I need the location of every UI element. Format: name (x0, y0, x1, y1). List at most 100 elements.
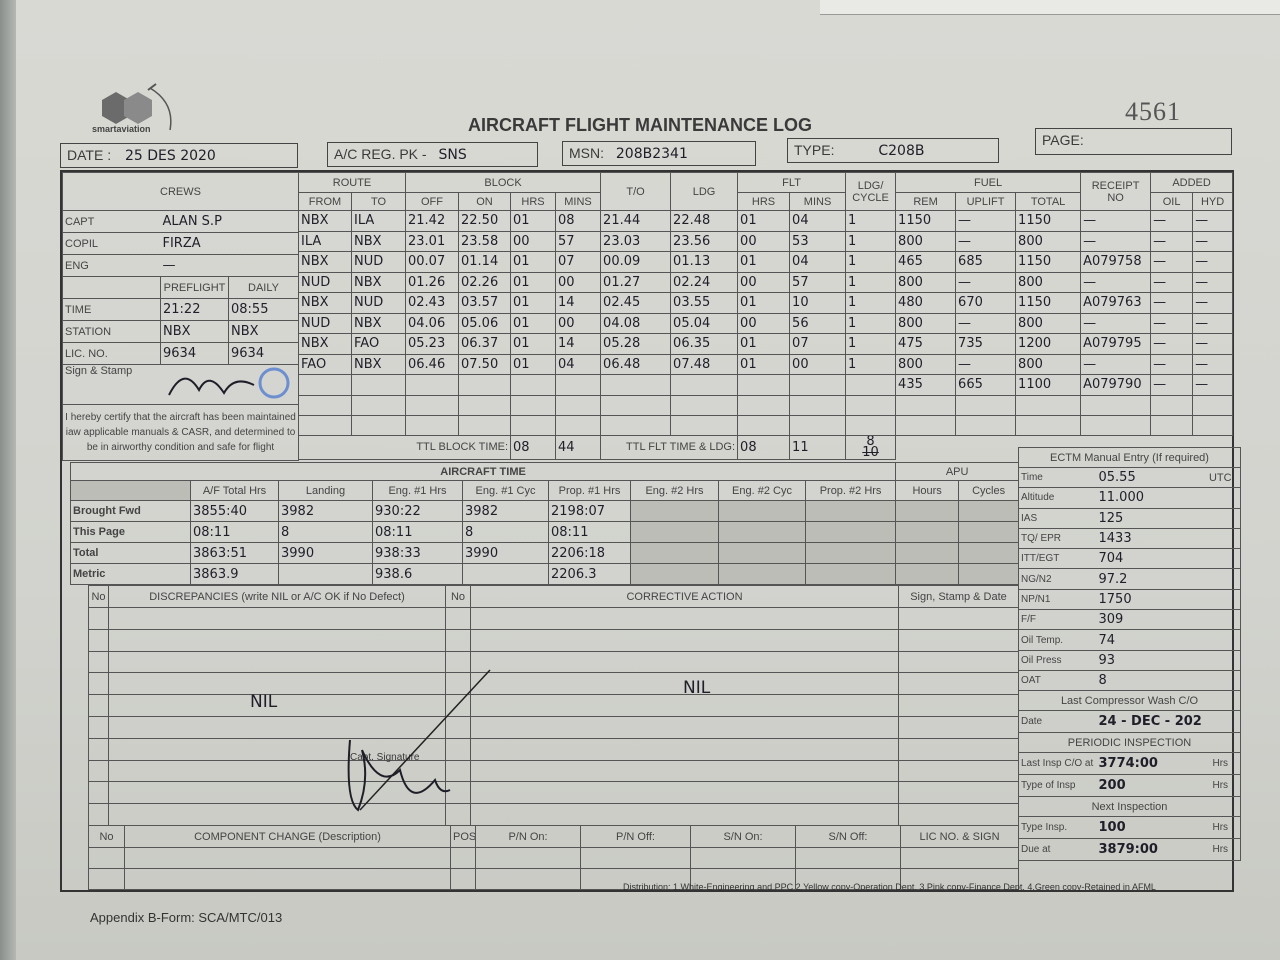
aircraft-time-row: Metric 3863.9 938.6 2206.3 (70, 563, 1020, 585)
aircraft-time-value (804, 521, 897, 543)
header-from: FROM (298, 192, 352, 211)
flight-to-time: 01.27 (600, 271, 672, 293)
blank-cell (108, 607, 446, 630)
ectm-value: 125 (1096, 507, 1201, 529)
ectm-row: OAT 8 (1018, 669, 1242, 692)
blank-cell (458, 394, 511, 416)
header-to-time: T/O (600, 172, 672, 211)
hrs-unit: Hrs (1200, 752, 1242, 776)
blank-cell (1150, 414, 1194, 436)
flight-cycle: 1 (845, 353, 897, 375)
flight-cycle: 1 (845, 210, 897, 232)
flight-on: 02.26 (458, 271, 511, 293)
blank-cell (1015, 394, 1082, 416)
flight-hrs: 01 (510, 210, 556, 232)
blank-cell (956, 435, 1016, 459)
flight-from: NBX (298, 292, 352, 314)
aircraft-row-label: Total (70, 542, 191, 564)
discrepancy-row (88, 781, 1019, 805)
aircraft-time-value: 3863:51 (190, 542, 279, 564)
blank-cell (898, 607, 1019, 630)
compressor-wash-title: Last Compressor Wash C/O (1017, 690, 1242, 712)
flight-to-time: 06.48 (600, 353, 672, 375)
discrepancy-row (88, 759, 1019, 783)
component-row (88, 847, 1019, 869)
blank-cell (405, 414, 459, 436)
ectm-value: 97.2 (1096, 568, 1201, 590)
apu-cycles-value (958, 542, 1020, 564)
flight-total: 800 (1015, 230, 1082, 252)
flight-total: 800 (1015, 353, 1082, 375)
flight-off: 23.01 (405, 230, 459, 252)
flight-uplift: — (955, 271, 1017, 293)
flight-to: NBX (351, 312, 406, 334)
blank-cell (124, 847, 451, 869)
blank-cell (580, 847, 691, 869)
flight-oil: — (1150, 292, 1194, 314)
aircraft-time-title: AIRCRAFT TIME (69, 462, 897, 481)
header-hyd: HYD (1192, 192, 1234, 211)
flight-rem: 435 (895, 374, 957, 396)
flight-ldg: 03.55 (670, 292, 739, 314)
aircraft-time-value: 2206:18 (548, 542, 631, 564)
blank-cell (845, 394, 897, 416)
flight-hrs: 01 (510, 271, 556, 293)
blank-cell (88, 607, 109, 630)
crews-columns-row: PREFLIGHT DAILY (62, 276, 300, 299)
blank-cell (789, 414, 847, 436)
blank-cell (88, 803, 109, 826)
blank-cell (1080, 414, 1152, 436)
crews-title: CREWS (61, 172, 300, 211)
flight-cycle (845, 374, 897, 396)
flight-row: 435 665 1100 A079790— — (298, 374, 1234, 396)
blank-cell (955, 394, 1017, 416)
smartaviation-logo: smartaviation (90, 78, 190, 138)
apu-hours-value (895, 563, 960, 585)
flight-on: 07.50 (458, 353, 511, 375)
flight-row: NBX ILA 21.42 22.50 01 08 21.44 22.48 01 04 1 1150—… (298, 210, 1234, 232)
aircraft-title-row: AIRCRAFT TIME APU (69, 462, 1020, 481)
crew-check-row: STATION NBX NBX (62, 320, 300, 343)
blank-cell (554, 394, 602, 416)
flight-ldg: 01.13 (670, 251, 739, 273)
ectm-label: TQ/ EPR (1018, 527, 1097, 550)
blank-cell (88, 694, 109, 717)
flight-hyd: — (1192, 374, 1234, 396)
flight-from: FAO (298, 353, 352, 375)
discrepancy-row (88, 803, 1019, 826)
flight-to: FAO (351, 333, 406, 355)
component-row (88, 868, 1019, 890)
header-total: TOTAL (1015, 192, 1082, 211)
flight-mins: 04 (554, 353, 602, 375)
flight-receipt: — (1080, 312, 1152, 334)
flight-flt-hrs: 01 (737, 353, 791, 375)
flight-total: 1150 (1015, 251, 1082, 273)
flight-ldg: 02.24 (670, 271, 739, 293)
blank-cell (600, 414, 672, 436)
crews-header-row: CREWS (61, 172, 300, 211)
header-mins: MINS (554, 192, 602, 211)
flight-flt-mins: 53 (789, 230, 847, 252)
blank-cell (70, 480, 191, 501)
total-landings-value: 8 (866, 435, 875, 449)
blank-cell (88, 628, 109, 652)
flight-receipt: A079758 (1080, 251, 1152, 273)
apu-title: APU (895, 462, 1020, 481)
blank-cell (898, 672, 1019, 696)
flight-flt-hrs (737, 374, 791, 396)
aircraft-time-value (804, 500, 897, 522)
ectm-value: 93 (1096, 649, 1201, 671)
daily-header: DAILY (227, 276, 300, 299)
msn-value: 208B2341 (615, 146, 688, 162)
crew-role: ENG (62, 254, 161, 277)
aircraft-time-value (462, 563, 549, 585)
flight-uplift: 735 (955, 333, 1017, 355)
aircraft-column-header: A/F Total Hrs (190, 480, 279, 501)
flight-uplift: — (955, 312, 1017, 334)
header-flt: FLT (737, 172, 847, 193)
blank-cell (470, 650, 899, 674)
blank-cell (1200, 649, 1242, 671)
aircraft-time-value: 3863.9 (190, 563, 279, 585)
totals-row: TTL BLOCK TIME: 08 44 TTL FLT TIME & LDG: 08… (298, 434, 1233, 460)
flight-row: NUD NBX 01.26 02.26 01 00 01.27 02.24 00 57 1 800—8… (298, 271, 1234, 293)
